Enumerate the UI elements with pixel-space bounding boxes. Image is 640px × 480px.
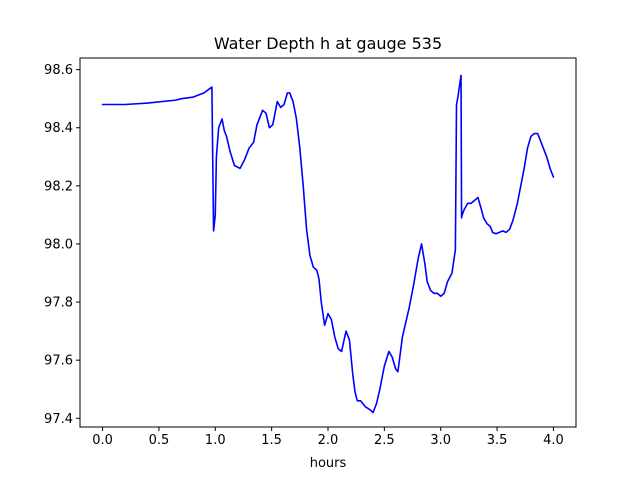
x-tick-label: 2.5: [374, 433, 395, 448]
y-tick-label: 98.2: [44, 179, 73, 194]
x-tick-label: 2.0: [318, 433, 339, 448]
x-tick-label: 3.0: [430, 433, 451, 448]
plot-area: [79, 57, 577, 428]
x-axis-label: hours: [310, 456, 347, 471]
x-tick-label: 3.5: [487, 433, 508, 448]
y-tick-label: 97.6: [44, 354, 73, 369]
y-tick-label: 98.6: [44, 63, 73, 78]
axes-frame: [79, 57, 577, 428]
series-line-0: [101, 74, 555, 414]
y-tick-label: 97.8: [44, 296, 73, 311]
chart-title: Water Depth h at gauge 535: [214, 34, 442, 53]
x-tick-label: 4.0: [543, 433, 564, 448]
y-tick-label: 98.4: [44, 121, 73, 136]
x-tick-label: 1.5: [261, 433, 282, 448]
x-axis-ticks: 0.0 0.5 1.0 1.5 2.0 2.5 3.0 3.5 4.0: [92, 427, 564, 448]
x-tick-label: 0.5: [149, 433, 170, 448]
x-tick-label: 0.0: [92, 433, 113, 448]
y-tick-label: 98.0: [44, 237, 73, 252]
y-tick-label: 97.4: [44, 412, 73, 427]
y-axis-ticks: 97.4 97.6 97.8 98.0 98.2 98.4 98.6: [44, 63, 80, 427]
x-tick-label: 1.0: [205, 433, 226, 448]
